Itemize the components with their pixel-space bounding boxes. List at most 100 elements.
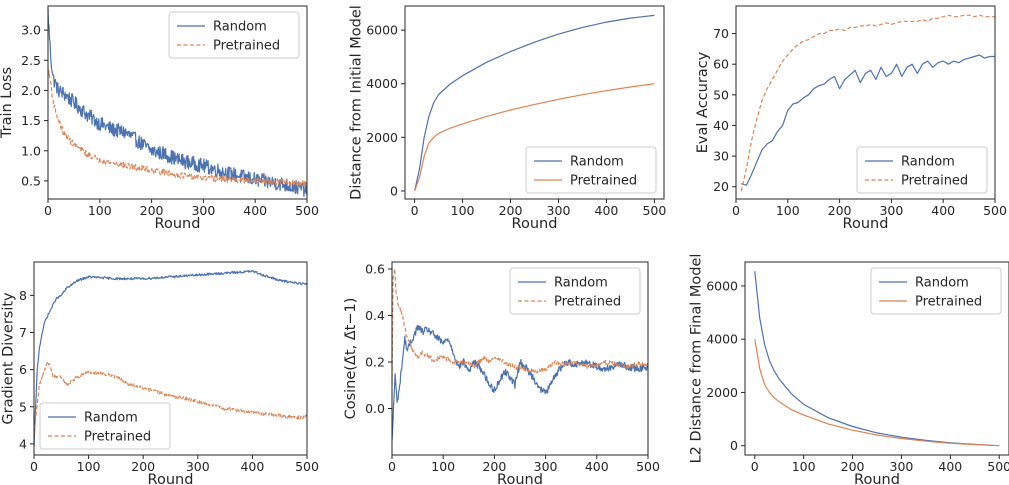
x-tick-label: 300 [186,459,210,474]
x-tick-label: 100 [431,459,455,474]
x-axis-label: Round [512,216,558,232]
x-tick-label: 500 [295,459,319,474]
series-line-pretrained [47,67,308,188]
legend: Random Pretrained [168,11,300,59]
legend-label: Pretrained [213,39,280,54]
x-tick-label: 400 [240,459,264,474]
axes-frame [391,261,649,456]
series-line-pretrained [740,14,995,192]
x-tick-label: 200 [482,459,506,474]
legend-box [856,146,988,194]
y-axis-label: L2 Distance from Final Model [689,254,705,464]
legend: Random Pretrained [39,402,171,450]
x-tick-label: 500 [983,203,1007,218]
chart-panel-5: 0 100 200 300 400 500 0.0 0.2 0.4 0.6 Round Cosine(… [343,261,660,485]
y-tick-label: 3.0 [21,23,41,38]
x-axis-label: Round [843,216,889,232]
x-tick-label: 200 [828,203,852,218]
y-tick-label: 7 [19,325,27,340]
legend-label: Pretrained [901,174,968,189]
y-tick-label: 0.0 [365,401,385,416]
axes-frame [744,261,1009,456]
x-tick-label: 500 [642,203,666,218]
legend-label: Random [901,155,955,170]
x-tick-label: 400 [585,459,609,474]
y-axis-label: Cosine(Δ̄t, Δ̄t−1) [343,298,359,420]
y-tick-label: 1.5 [21,113,41,128]
y-axis-label: Eval Accuracy [695,51,711,153]
x-tick-label: 0 [388,459,396,474]
x-tick-label: 400 [243,203,267,218]
legend: Random Pretrained [525,146,657,194]
y-tick-label: 6000 [366,23,398,38]
series-line-random [754,271,1000,447]
legend: Random Pretrained [870,267,1002,315]
x-axis-label: Round [148,472,194,485]
axes-frame [735,5,996,200]
chart-panel-2: 0 100 200 300 400 500 0 2000 4000 6000 Round Distan… [349,5,667,232]
legend-label: Pretrained [554,295,621,310]
chart-panel-4: 0 100 200 300 400 500 4 5 6 7 8 Round Gradient Diver… [0,261,319,485]
chart-panel-1: 0 100 200 300 400 500 0.5 1.0 1.5 2.0 2.5 3.0 Round T… [0,5,319,232]
y-tick-label: 20 [713,179,729,194]
y-axis-label: Distance from Initial Model [349,5,365,200]
chart-panel-3: 0 100 200 300 400 500 20 30 40 50 60 70 Round Eval Ac… [695,5,1007,232]
x-axis-label: Round [155,216,201,232]
legend: Random Pretrained [509,267,641,315]
y-tick-label: 5 [19,399,27,414]
x-tick-label: 400 [938,459,962,474]
y-tick-label: 4000 [366,76,398,91]
legend-box [39,402,171,450]
x-tick-label: 0 [44,203,52,218]
x-tick-label: 500 [636,459,660,474]
x-tick-label: 100 [77,459,101,474]
y-tick-label: 50 [713,87,729,102]
y-tick-label: 0.5 [21,173,41,188]
series-line-random [33,269,308,447]
x-tick-label: 0 [732,203,740,218]
y-tick-label: 0 [390,183,398,198]
legend-label: Pretrained [915,295,982,310]
x-axis-label: Round [497,472,543,485]
legend-label: Random [84,411,138,426]
legend-label: Random [570,155,624,170]
legend-label: Random [213,20,267,35]
x-tick-label: 300 [879,203,903,218]
y-tick-label: 2.5 [21,53,41,68]
x-tick-label: 300 [534,459,558,474]
y-tick-label: 60 [713,57,729,72]
legend-box [525,146,657,194]
y-tick-label: 2000 [366,130,398,145]
axes-frame [33,261,308,456]
y-tick-label: 6 [19,362,27,377]
x-tick-label: 100 [792,459,816,474]
legend-label: Pretrained [570,174,637,189]
legend-label: Random [554,276,608,291]
y-axis-label: Train Loss [0,67,15,139]
x-tick-label: 400 [595,203,619,218]
axes-frame [47,5,308,200]
y-axis-label: Gradient Diversity [0,292,16,425]
x-axis-label: Round [854,472,900,485]
series-line-random [414,14,655,192]
axes-frame [404,5,665,200]
x-tick-label: 200 [140,203,164,218]
x-tick-label: 200 [499,203,523,218]
series-line-random [47,8,308,197]
series-line-pretrained [414,83,655,192]
x-tick-label: 500 [295,203,319,218]
x-tick-label: 200 [841,459,865,474]
chart-panel-6: 0 100 200 300 400 500 0 2000 4000 6000 Round L2 Dis… [689,254,1009,485]
y-tick-label: 0.2 [365,354,385,369]
y-tick-label: 2.0 [21,83,41,98]
y-tick-label: 1.0 [21,143,41,158]
y-tick-label: 70 [713,26,729,41]
legend: Random Pretrained [856,146,988,194]
y-tick-label: 4 [19,436,27,451]
x-tick-label: 100 [88,203,112,218]
y-tick-label: 30 [713,149,729,164]
y-tick-label: 2000 [706,385,738,400]
x-tick-label: 300 [191,203,215,218]
series-line-pretrained [391,268,649,384]
